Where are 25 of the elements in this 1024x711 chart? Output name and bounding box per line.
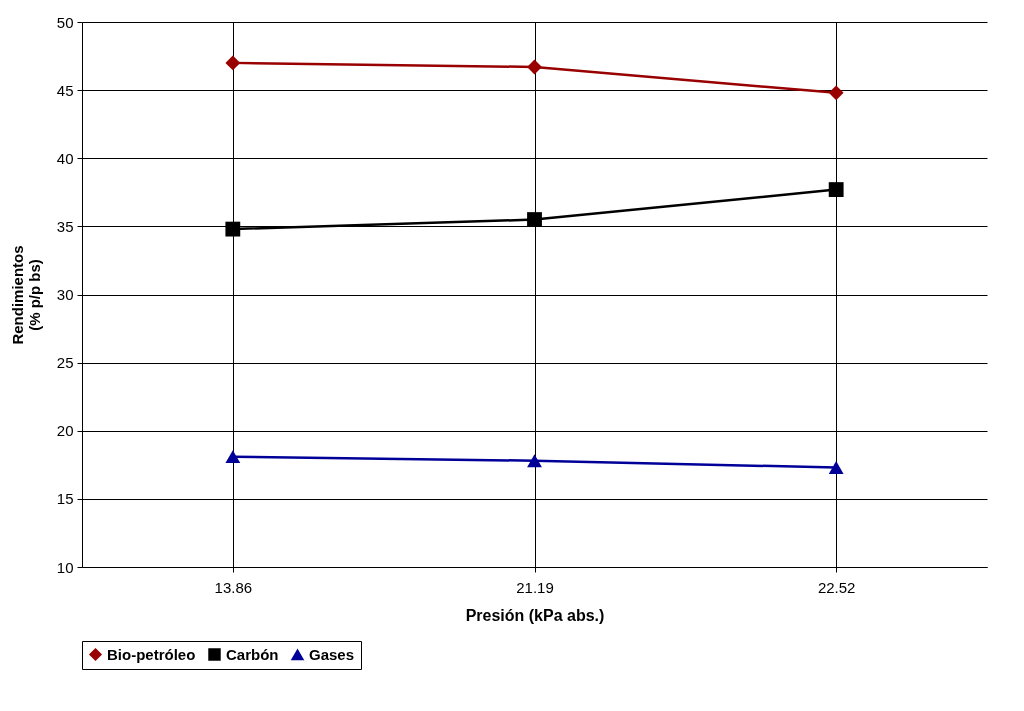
point xyxy=(828,182,844,197)
x-axis-title: Presión (kPa abs.) xyxy=(465,606,605,624)
y-tick-label: 25 xyxy=(56,354,74,372)
y-tick-label: 50 xyxy=(56,13,74,31)
y-tick-label: 10 xyxy=(56,558,74,576)
y-tick-label: 20 xyxy=(56,422,74,440)
x-tick-label: 22.52 xyxy=(817,578,856,596)
point xyxy=(828,85,844,101)
legend-label: Carbón xyxy=(226,645,279,663)
point xyxy=(225,450,241,464)
y-tick-label: 15 xyxy=(56,490,74,508)
legend-label: Gases xyxy=(309,645,355,663)
y-tick-label: 45 xyxy=(56,81,74,99)
x-tick-label: 13.86 xyxy=(214,578,253,596)
x-tick-label: 21.19 xyxy=(516,578,554,596)
point xyxy=(527,454,542,468)
point xyxy=(828,461,844,474)
point xyxy=(225,55,241,71)
legend-label: Bio-petróleo xyxy=(107,645,196,663)
point xyxy=(225,221,241,237)
point xyxy=(527,212,542,227)
y-tick-label: 30 xyxy=(56,286,74,303)
y-axis-title: Rendimientos (% p/p bs) xyxy=(8,245,43,345)
y-tick-label: 35 xyxy=(56,217,74,235)
y-tick-label: 40 xyxy=(56,149,74,167)
